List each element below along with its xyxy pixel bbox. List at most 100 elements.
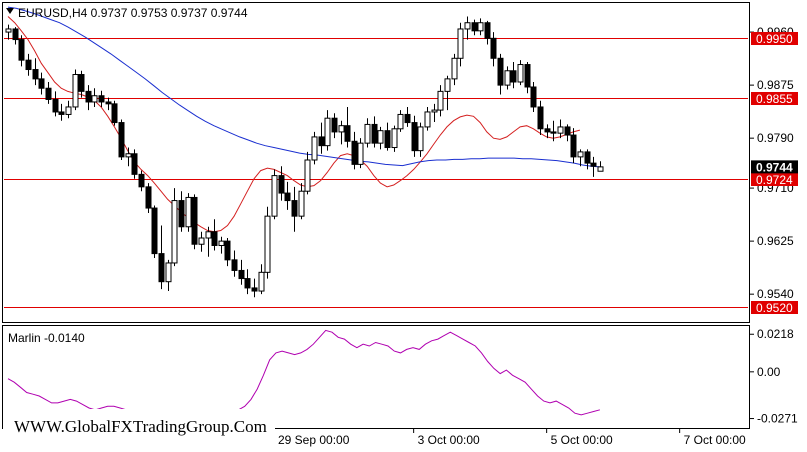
candle	[424, 106, 431, 131]
candle-body	[510, 70, 517, 83]
collapse-triangle-icon[interactable]	[6, 8, 14, 14]
level-tag-0	[751, 32, 798, 45]
candle	[530, 82, 537, 112]
candle-body	[504, 70, 511, 86]
candle	[497, 53, 504, 95]
candle	[437, 85, 444, 117]
candle-body	[145, 186, 152, 209]
candle-body	[391, 128, 398, 149]
candle-body	[118, 122, 125, 158]
candle-body	[151, 207, 158, 255]
candle-body	[284, 192, 291, 202]
price-tick-label-1: 0.9875	[757, 78, 794, 92]
current-price-label: 0.9744	[756, 160, 793, 174]
marlin-oscillator	[7, 329, 601, 425]
candle-body	[298, 190, 305, 217]
candle-body	[444, 78, 451, 92]
candle	[404, 106, 411, 127]
oscillator-header: Marlin -0.0140	[8, 331, 85, 345]
candle-body	[464, 22, 471, 30]
candle	[384, 122, 391, 151]
candle-body	[570, 134, 577, 158]
oscillator-axis: 0.0218 0.00 -0.0271	[750, 327, 798, 426]
candle	[65, 100, 72, 119]
candle	[357, 138, 364, 169]
candle	[151, 205, 158, 258]
candle	[371, 116, 378, 148]
candle	[218, 236, 225, 254]
moving-averages	[7, 6, 600, 233]
candle	[564, 124, 571, 142]
candle	[484, 20, 491, 45]
candle-body	[105, 101, 112, 105]
candle-body	[411, 122, 418, 152]
candle-body	[138, 173, 145, 188]
candle-body	[537, 106, 544, 130]
level-label-2: 0.9724	[756, 173, 793, 187]
candle	[18, 35, 25, 67]
candle-body	[244, 278, 251, 289]
candle-body	[58, 111, 65, 115]
candle	[238, 259, 245, 285]
level-labels: 0.9950 0.9855 0.9724 0.9520	[751, 32, 798, 315]
candle	[244, 269, 251, 295]
candle-body	[32, 69, 39, 80]
candle-body	[111, 103, 118, 124]
current-price-tag: 0.9744	[751, 160, 798, 174]
slow-ma-line	[7, 6, 600, 168]
candle-body	[165, 262, 172, 283]
candle-body	[557, 126, 564, 134]
candle-body	[397, 113, 404, 130]
candle-body	[530, 86, 537, 108]
candle-body	[544, 128, 551, 133]
candle-body	[490, 37, 497, 59]
candle	[45, 82, 52, 104]
time-axis: 29 Sep 00:00 3 Oct 00:00 5 Oct 00:00 7 Oct …	[273, 429, 746, 447]
candle	[544, 124, 551, 139]
watermark-text: WWW.GlobalFXTradingGroup.Com	[14, 417, 267, 436]
candle	[490, 32, 497, 67]
candle-body	[364, 123, 371, 144]
candle	[397, 110, 404, 132]
osc-tick-label-2: -0.0271	[757, 412, 798, 426]
candle	[198, 231, 205, 252]
candle-body	[451, 57, 458, 80]
candle-body	[324, 117, 331, 147]
candle	[158, 225, 165, 290]
candle-body	[198, 237, 205, 245]
candle-body	[564, 126, 571, 136]
candle	[338, 120, 345, 145]
symbol-header: EURUSD,H4 0.9737 0.9753 0.9737 0.9744	[18, 6, 248, 20]
candle-body	[85, 90, 92, 103]
time-tick-label-2: 5 Oct 00:00	[551, 433, 613, 447]
candle-body	[291, 200, 298, 217]
candle-body	[258, 271, 265, 292]
candle-body	[98, 95, 105, 103]
candle	[111, 100, 118, 126]
candle-body	[424, 111, 431, 128]
candle	[444, 75, 451, 111]
candle	[32, 58, 39, 86]
candle	[224, 238, 231, 267]
candle-body	[278, 175, 285, 194]
candle	[298, 183, 305, 220]
level-label-3: 0.9520	[756, 301, 793, 315]
candle	[318, 122, 325, 154]
candle-body	[224, 240, 231, 261]
candle	[351, 131, 358, 170]
candle-body	[231, 259, 238, 271]
candle-body	[597, 166, 604, 172]
price-tick-label-5: 0.9540	[757, 287, 794, 301]
candle-body	[484, 22, 491, 39]
time-tick-label-3: 7 Oct 00:00	[684, 433, 746, 447]
candle	[324, 110, 331, 151]
candle-body	[191, 196, 198, 245]
candle	[205, 226, 212, 257]
candle	[211, 219, 218, 251]
candle	[38, 72, 45, 95]
candle	[185, 193, 192, 232]
candle	[457, 22, 464, 67]
level-tag-1	[751, 92, 798, 105]
candle-body	[404, 113, 411, 124]
